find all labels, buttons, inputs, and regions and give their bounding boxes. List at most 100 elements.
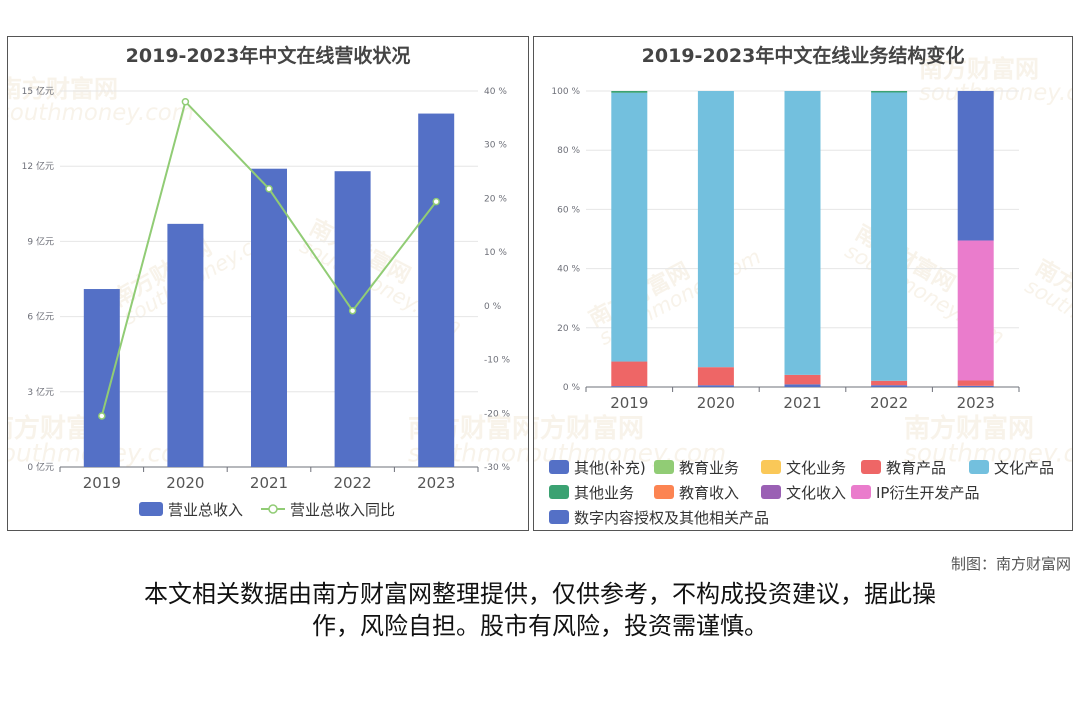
legend-swatch — [851, 485, 871, 499]
revenue-bar — [334, 171, 371, 468]
watermark-brand: 南方财富网 — [534, 413, 644, 444]
stack-segment — [697, 385, 734, 387]
watermark-site: southmoney.com — [8, 100, 194, 126]
disclaimer-line: 本文相关数据由南方财富网整理提供，仅供参考，不构成投资建议，据此操 — [144, 580, 936, 608]
legend-swatch — [549, 485, 569, 499]
stack-segment — [957, 385, 994, 387]
yoy-point — [181, 97, 190, 106]
y-right-tick-label: 20 % — [484, 194, 507, 204]
yoy-point — [98, 412, 106, 420]
y-left-tick-label: 3 亿元 — [27, 386, 54, 398]
watermark-brand: 南方财富网 — [904, 413, 1034, 444]
y-tick-label: 60 % — [557, 205, 580, 215]
legend-label: 文化业务 — [786, 459, 846, 477]
revenue-chart-panel: 南方财富网southmoney.com南方财富网southmoney.com南方… — [7, 36, 529, 531]
y-right-tick-label: 10 % — [484, 248, 507, 258]
legend-label: 其他业务 — [574, 484, 634, 502]
legend-swatch-bar — [139, 502, 163, 516]
revenue-bar — [167, 223, 204, 467]
legend-swatch — [549, 510, 569, 524]
y-tick-label: 100 % — [551, 87, 580, 97]
structure-chart-title: 2019-2023年中文在线业务结构变化 — [641, 45, 965, 67]
stack-segment — [871, 385, 908, 387]
stack-segment — [871, 380, 908, 386]
disclaimer-line: 作，风险自担。股市有风险，投资需谨慎。 — [312, 612, 768, 640]
watermark-brand: 南方财富网 — [8, 75, 118, 103]
chart-credit: 制图：南方财富网 — [950, 555, 1071, 573]
y-right-tick-label: 30 % — [484, 141, 507, 151]
legend-label: 文化产品 — [994, 459, 1054, 477]
y-tick-label: 0 % — [563, 383, 581, 393]
stack-segment — [611, 361, 648, 387]
stack-segment — [957, 91, 994, 241]
y-tick-label: 80 % — [557, 146, 580, 156]
legend-label: 营业总收入同比 — [290, 501, 395, 519]
legend-label: IP衍生开发产品 — [876, 484, 979, 502]
y-left-tick-label: 15 亿元 — [22, 85, 54, 97]
revenue-bar — [83, 289, 120, 467]
watermark-site: southmoney.com — [919, 80, 1073, 106]
stack-segment — [957, 380, 994, 386]
x-tick-label: 2023 — [417, 474, 455, 492]
y-left-tick-label: 6 亿元 — [27, 311, 54, 323]
watermark-brand: 南方财富网 — [919, 55, 1039, 83]
x-tick-label: 2020 — [166, 474, 204, 492]
legend-label: 营业总收入 — [168, 501, 243, 519]
revenue-chart: 南方财富网southmoney.com南方财富网southmoney.com南方… — [8, 75, 528, 519]
legend: 营业总收入 营业总收入同比 — [139, 501, 395, 519]
x-tick-label: 2023 — [957, 394, 995, 412]
stack-segment — [611, 386, 648, 387]
stack-segment — [957, 240, 994, 381]
y-left-tick-label: 12 亿元 — [22, 160, 54, 172]
legend-swatch-point — [268, 504, 278, 514]
y-tick-label: 40 % — [557, 265, 580, 275]
legend-swatch — [761, 460, 781, 474]
y-right-tick-label: -30 % — [484, 463, 511, 473]
stack-segment — [784, 374, 821, 385]
stack-segment — [697, 91, 734, 368]
structure-chart: 南方财富网southmoney.com南方财富网southmoney.com南方… — [534, 55, 1073, 527]
legend-swatch — [761, 485, 781, 499]
stack-segment — [784, 91, 821, 375]
disclaimer: 本文相关数据由南方财富网整理提供，仅供参考，不构成投资建议，据此操 作，风险自担… — [80, 578, 1000, 642]
revenue-bar — [418, 113, 455, 467]
y-right-tick-label: 40 % — [484, 87, 507, 97]
revenue-bar — [251, 168, 287, 467]
x-tick-label: 2019 — [83, 474, 121, 492]
stack-segment — [871, 92, 908, 381]
legend-label: 教育业务 — [679, 459, 739, 477]
x-tick-label: 2022 — [334, 474, 372, 492]
structure-chart-panel: 南方财富网southmoney.com南方财富网southmoney.com南方… — [533, 36, 1073, 531]
y-right-tick-label: -20 % — [484, 409, 511, 419]
stack-segment — [611, 91, 648, 93]
stack-segment — [871, 91, 908, 93]
revenue-chart-title: 2019-2023年中文在线营收状况 — [125, 45, 411, 67]
legend-swatch — [969, 460, 989, 474]
x-tick-label: 2021 — [783, 394, 821, 412]
y-tick-label: 20 % — [557, 324, 580, 334]
legend-label: 教育产品 — [886, 459, 946, 477]
legend-label: 文化收入 — [786, 484, 846, 502]
y-left-tick-label: 9 亿元 — [27, 235, 54, 247]
yoy-point — [348, 306, 357, 315]
x-tick-label: 2021 — [250, 474, 288, 492]
x-tick-label: 2020 — [697, 394, 735, 412]
stack-segment — [611, 92, 648, 362]
y-right-tick-label: -10 % — [484, 356, 511, 366]
legend-label: 数字内容授权及其他相关产品 — [574, 509, 769, 527]
y-right-tick-label: 0 % — [484, 302, 502, 312]
stack-segment — [784, 384, 821, 387]
legend-label: 其他(补充) — [574, 459, 646, 477]
y-left-tick-label: 0 亿元 — [27, 461, 54, 473]
x-tick-label: 2022 — [870, 394, 908, 412]
x-tick-label: 2019 — [610, 394, 648, 412]
yoy-point — [265, 185, 273, 193]
stack-segment — [697, 367, 734, 386]
legend-swatch — [654, 460, 674, 474]
yoy-point — [432, 197, 440, 206]
legend-swatch — [654, 485, 674, 499]
